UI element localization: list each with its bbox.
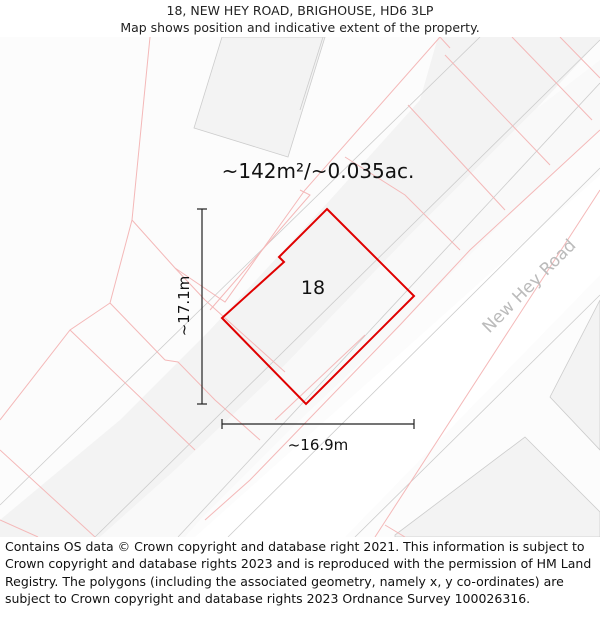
building-lower-right-1: [549, 299, 600, 451]
width-measurement-label: ~16.9m: [288, 436, 349, 454]
grey-boundary-lines: [0, 36, 600, 538]
map-subtitle: Map shows position and indicative extent…: [120, 20, 480, 35]
height-dimension-line: [197, 208, 207, 405]
property-address-title: 18, NEW HEY ROAD, BRIGHOUSE, HD6 3LP: [166, 3, 434, 18]
height-measurement-label: ~17.1m: [175, 276, 193, 337]
property-map: ~142m²/~0.035ac. 18 ~17.1m ~16.9m New He…: [0, 36, 600, 538]
parcel-boundary-lines: [0, 36, 600, 538]
area-label: ~142m²/~0.035ac.: [222, 159, 415, 183]
building-top: [193, 36, 326, 158]
front-gardens: [100, 60, 600, 537]
width-dimension-line: [221, 419, 415, 429]
copyright-attribution: Contains OS data © Crown copyright and d…: [5, 539, 592, 606]
map-canvas: ~142m²/~0.035ac. 18 ~17.1m ~16.9m New He…: [0, 36, 600, 538]
terrace-buildings: [0, 37, 600, 537]
road-new-hey-road: [195, 175, 600, 537]
map-header: 18, NEW HEY ROAD, BRIGHOUSE, HD6 3LP Map…: [0, 0, 600, 39]
property-boundary-outline[interactable]: [220, 207, 416, 406]
property-number-label: 18: [301, 277, 325, 299]
